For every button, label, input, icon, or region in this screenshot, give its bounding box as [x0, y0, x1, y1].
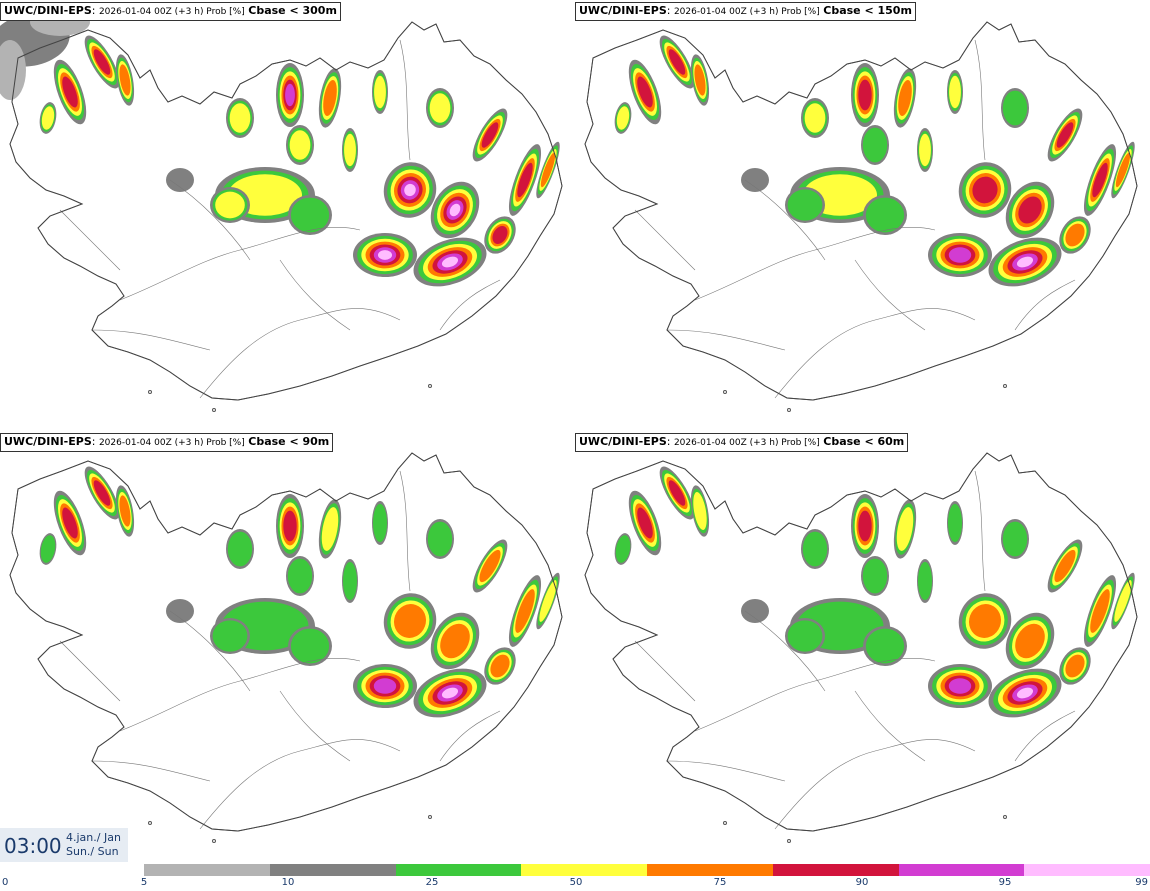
colorbar-tick-label: 95	[998, 877, 1012, 888]
colorbar-segment	[144, 864, 270, 876]
colorbar-tick-label: 50	[569, 877, 583, 888]
valid-date: 4.jan./ Jan Sun./ Sun	[66, 831, 121, 859]
colorbar-tick-label: 25	[425, 877, 439, 888]
iceland-map	[584, 452, 1138, 843]
colorbar-tick-label: 99	[1135, 877, 1148, 888]
iceland-map	[584, 21, 1138, 412]
panel-title: UWC/DINI-EPS: 2026-01-04 00Z (+3 h) Prob…	[0, 433, 334, 452]
colorbar-segment	[647, 864, 773, 876]
iceland-map	[0, 8, 563, 412]
map-panel-cbase-300: UWC/DINI-EPS: 2026-01-04 00Z (+3 h) Prob…	[0, 0, 575, 430]
probability-colorbar	[144, 864, 1150, 876]
colorbar-tick-label: 75	[713, 877, 727, 888]
valid-time-box: 03:00 4.jan./ Jan Sun./ Sun	[0, 828, 128, 862]
colorbar-ticks: 0 5 10 25 50 75 90 95 99	[0, 877, 1150, 891]
colorbar-segment	[395, 864, 522, 876]
panel-title: UWC/DINI-EPS: 2026-01-04 00Z (+3 h) Prob…	[575, 2, 916, 21]
colorbar-tick-label: 10	[281, 877, 295, 888]
colorbar-tick-label: 90	[855, 877, 869, 888]
valid-date-line1: 4.jan./ Jan	[66, 831, 121, 844]
colorbar-segment	[772, 864, 899, 876]
colorbar-segment	[898, 864, 1025, 876]
panel-title: UWC/DINI-EPS: 2026-01-04 00Z (+3 h) Prob…	[0, 2, 341, 21]
iceland-map	[9, 452, 563, 843]
map-panel-cbase-60: UWC/DINI-EPS: 2026-01-04 00Z (+3 h) Prob…	[575, 431, 1150, 861]
colorbar-segment	[521, 864, 647, 876]
panel-title: UWC/DINI-EPS: 2026-01-04 00Z (+3 h) Prob…	[575, 433, 909, 452]
valid-time: 03:00	[4, 834, 62, 858]
colorbar-tick-label: 0	[2, 877, 9, 888]
valid-date-line2: Sun./ Sun	[66, 845, 119, 858]
map-panel-cbase-150: UWC/DINI-EPS: 2026-01-04 00Z (+3 h) Prob…	[575, 0, 1150, 430]
colorbar-segment	[1024, 864, 1150, 876]
map-panel-cbase-90: UWC/DINI-EPS: 2026-01-04 00Z (+3 h) Prob…	[0, 431, 575, 861]
colorbar-segment	[269, 864, 396, 876]
colorbar-tick-label: 5	[140, 877, 148, 888]
